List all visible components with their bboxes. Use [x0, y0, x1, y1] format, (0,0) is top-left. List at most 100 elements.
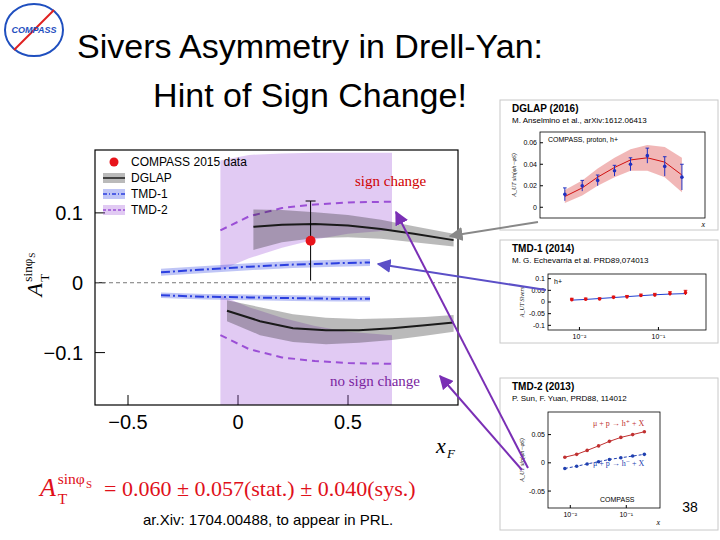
y-tick-label: 0.1	[55, 202, 83, 224]
x-tick	[570, 505, 571, 508]
pointer-arrow	[440, 376, 522, 470]
logo-text: COMPASS	[12, 25, 57, 35]
x-tick-label: 10⁻¹	[619, 511, 633, 518]
label-sub: T	[58, 490, 68, 507]
y-tick	[548, 325, 551, 326]
plot-data	[95, 153, 458, 405]
curve	[572, 294, 686, 301]
legend: COMPASS 2015 dataDGLAPTMD-1TMD-2	[103, 155, 247, 217]
plot-frame	[548, 274, 706, 330]
marker	[684, 291, 688, 295]
label-base: A	[22, 283, 47, 299]
x-tick	[579, 327, 580, 330]
label-sup-sub: S	[27, 252, 37, 257]
y-tick-label: 0.1	[535, 275, 545, 282]
y-tick-label: 0.06	[523, 139, 537, 146]
x-label-sub: F	[446, 446, 456, 461]
marker	[580, 184, 584, 188]
curve	[565, 454, 644, 468]
marker	[575, 464, 579, 468]
marker	[619, 436, 623, 440]
annotation: no sign change	[330, 373, 420, 389]
marker	[306, 236, 316, 246]
marker	[631, 433, 635, 437]
legend-symbol	[110, 158, 119, 167]
marker	[629, 162, 633, 166]
page-number: 38	[682, 499, 698, 515]
label-sup-sub: S	[86, 478, 92, 490]
y-label: ATsinφS	[20, 252, 51, 298]
band	[161, 259, 370, 276]
annotation: COMPASS, proton, h+	[548, 136, 618, 144]
inset-title: TMD-1 (2014)	[512, 243, 574, 254]
chart: TMD-1 (2014) M. G. Echevarria et al. PRD8…	[500, 240, 718, 343]
error-cap	[663, 156, 667, 157]
plot-frame	[540, 132, 705, 218]
legend-symbol	[103, 205, 125, 215]
inset-subtitle: P. Sun, F. Yuan, PRD88, 114012	[512, 394, 627, 403]
footnote: ar.Xiv: 1704.00488, to appear in PRL.	[143, 511, 393, 528]
marker	[612, 296, 616, 300]
legend-label: DGLAP	[131, 171, 172, 185]
reference-line	[95, 282, 458, 283]
marker	[653, 293, 657, 297]
legend-line	[103, 177, 125, 179]
curve	[565, 432, 644, 457]
chart: DGLAP (2016)M. Anselmino et al., arXiv:1…	[500, 100, 718, 230]
inset-frame	[500, 100, 718, 230]
marker	[643, 430, 647, 434]
y-tick	[548, 290, 551, 291]
y-tick	[548, 278, 551, 279]
y-tick-label: 0.04	[523, 161, 537, 168]
annotation: sign change	[355, 173, 427, 189]
y-label: A_UT sin(φh−φS)	[511, 153, 518, 197]
marker	[585, 462, 589, 466]
x-tick-label: 10⁻²	[573, 333, 587, 340]
marker	[598, 297, 602, 301]
x-tick-label: 0.5	[334, 411, 362, 433]
marker	[668, 292, 672, 296]
marker	[625, 295, 629, 299]
error-cap	[563, 187, 567, 188]
legend-symbol	[103, 189, 125, 199]
legend-line	[103, 209, 125, 211]
chart: TMD-2 (2013)P. Sun, F. Yuan, PRD88, 1140…	[500, 378, 718, 530]
y-label: A_UT Sivers	[519, 286, 525, 318]
y-tick-label: 0.02	[523, 182, 537, 189]
y-tick	[548, 313, 551, 314]
label-base: A	[38, 473, 56, 502]
marker	[563, 193, 567, 197]
error-cap	[580, 180, 584, 181]
band	[220, 153, 392, 270]
slide: COMPASSSivers Asymmetry in Drell-Yan:Hin…	[0, 0, 720, 540]
y-tick-label: -0.05	[529, 488, 545, 495]
legend-label: TMD-1	[131, 187, 168, 201]
curve	[227, 311, 454, 331]
legend-line	[103, 193, 125, 195]
y-tick	[548, 302, 551, 303]
legend-symbol	[103, 173, 125, 183]
curve	[161, 262, 370, 272]
y-tick-label: 0	[541, 298, 545, 305]
band	[565, 145, 682, 203]
marker	[596, 179, 600, 183]
y-tick	[548, 491, 551, 492]
curve	[253, 224, 453, 240]
x-label: x	[655, 518, 660, 527]
x-tick	[626, 505, 627, 508]
error-cap	[306, 201, 316, 202]
marker	[584, 297, 588, 301]
y-tick	[548, 462, 551, 463]
inset-subtitle: M. Anselmino et al., arXiv:1612.06413	[512, 116, 647, 125]
x-tick-label: 0	[232, 411, 243, 433]
marker	[575, 453, 579, 457]
y-tick	[548, 434, 551, 435]
inset-subtitle: M. G. Echevarria et al. PRD89,074013	[512, 256, 649, 265]
error-cap	[684, 290, 688, 291]
curve-label: μ + p → h⁺ + X	[593, 419, 645, 428]
y-tick-label: 0	[72, 272, 83, 294]
y-tick	[540, 164, 543, 165]
curve-label: μ + p → h⁻ + X	[593, 459, 645, 468]
annotation: COMPASS	[600, 496, 635, 503]
x-tick-label: 10⁻²	[563, 511, 577, 518]
